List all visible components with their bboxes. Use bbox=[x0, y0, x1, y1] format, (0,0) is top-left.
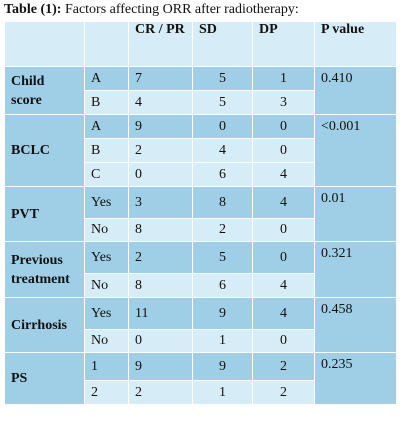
level-cell: 1 bbox=[84, 352, 129, 381]
dp-cell: 4 bbox=[252, 162, 315, 187]
level-cell: 2 bbox=[84, 380, 129, 405]
header-cell-p-value: P value bbox=[314, 21, 397, 67]
dp-cell: 1 bbox=[252, 66, 315, 91]
level-cell: B bbox=[84, 138, 129, 163]
factor-label: BCLC bbox=[4, 114, 85, 187]
table-caption: Table (1): Factors affecting ORR after r… bbox=[4, 1, 299, 19]
table-row: PS 1 9 9 2 0.235 bbox=[4, 352, 397, 405]
dp-cell: 4 bbox=[252, 297, 315, 330]
table-row: PVT Yes 3 8 4 0.01 bbox=[4, 186, 397, 242]
factor-label: Cirrhosis bbox=[4, 297, 85, 353]
factor-label: PVT bbox=[4, 186, 85, 242]
level-cell: C bbox=[84, 162, 129, 187]
results-table: CR / PR SD DP P value Child score A 7 5 1 0.4… bbox=[4, 21, 397, 405]
dp-cell: 0 bbox=[252, 138, 315, 163]
header-cell-sd: SD bbox=[192, 21, 253, 67]
cr-pr-cell: 9 bbox=[128, 114, 193, 139]
cr-pr-cell: 8 bbox=[128, 273, 193, 298]
p-value-cell: 0.235 bbox=[314, 352, 397, 405]
sd-cell: 6 bbox=[192, 162, 253, 187]
cr-pr-cell: 0 bbox=[128, 162, 193, 187]
dp-cell: 0 bbox=[252, 114, 315, 139]
sd-cell: 4 bbox=[192, 138, 253, 163]
p-value-cell: 0.321 bbox=[314, 241, 397, 298]
sd-cell: 2 bbox=[192, 218, 253, 242]
header-cell-dp: DP bbox=[252, 21, 315, 67]
dp-cell: 2 bbox=[252, 352, 315, 381]
cr-pr-cell: 3 bbox=[128, 186, 193, 219]
cr-pr-cell: 4 bbox=[128, 90, 193, 115]
dp-cell: 0 bbox=[252, 329, 315, 353]
cr-pr-cell: 0 bbox=[128, 329, 193, 353]
p-value-cell: 0.410 bbox=[314, 66, 397, 115]
cr-pr-cell: 2 bbox=[128, 380, 193, 405]
header-cell-cr-pr: CR / PR bbox=[128, 21, 193, 67]
sd-cell: 1 bbox=[192, 380, 253, 405]
cr-pr-cell: 8 bbox=[128, 218, 193, 242]
p-value-cell: <0.001 bbox=[314, 114, 397, 187]
header-row: CR / PR SD DP P value bbox=[4, 21, 397, 67]
level-cell: B bbox=[84, 90, 129, 115]
cr-pr-cell: 2 bbox=[128, 241, 193, 274]
dp-cell: 2 bbox=[252, 380, 315, 405]
table-row: No 8 6 4 bbox=[5, 273, 397, 298]
table-row: Cirrhosis Yes 11 9 4 0.458 bbox=[4, 297, 397, 353]
level-cell: No bbox=[84, 218, 129, 242]
sd-cell: 5 bbox=[192, 90, 253, 115]
caption-text: Factors affecting ORR after radiotherapy… bbox=[61, 2, 299, 17]
table-row: Previous treatment Yes 2 5 0 0.321 bbox=[4, 241, 397, 298]
level-cell: Yes bbox=[84, 241, 129, 274]
sd-cell: 5 bbox=[192, 66, 253, 91]
level-cell: A bbox=[84, 114, 129, 139]
sd-cell: 1 bbox=[192, 329, 253, 353]
factor-label: PS bbox=[4, 352, 85, 405]
cr-pr-cell: 11 bbox=[128, 297, 193, 330]
cr-pr-cell: 2 bbox=[128, 138, 193, 163]
sd-cell: 6 bbox=[192, 273, 253, 298]
header-cell-factor bbox=[4, 21, 85, 67]
sd-cell: 9 bbox=[192, 297, 253, 330]
level-cell: A bbox=[84, 66, 129, 91]
table-row: No 8 2 0 bbox=[5, 218, 397, 242]
cr-pr-cell: 7 bbox=[128, 66, 193, 91]
table-row: Child score A 7 5 1 0.410 bbox=[4, 66, 397, 115]
table-row: No 0 1 0 bbox=[5, 329, 397, 353]
sd-cell: 9 bbox=[192, 352, 253, 381]
table-row: BCLC A 9 0 0 <0.001 bbox=[4, 114, 397, 187]
dp-cell: 4 bbox=[252, 186, 315, 219]
caption-label: Table (1): bbox=[4, 2, 62, 17]
dp-cell: 0 bbox=[252, 241, 315, 274]
sd-cell: 0 bbox=[192, 114, 253, 139]
factor-label: Child score bbox=[4, 66, 85, 115]
p-value-cell: 0.458 bbox=[314, 297, 397, 353]
level-cell: No bbox=[84, 329, 129, 353]
level-cell: Yes bbox=[84, 186, 129, 219]
header-cell-level bbox=[84, 21, 129, 67]
dp-cell: 0 bbox=[252, 218, 315, 242]
cr-pr-cell: 9 bbox=[128, 352, 193, 381]
p-value-cell: 0.01 bbox=[314, 186, 397, 242]
sd-cell: 5 bbox=[192, 241, 253, 274]
dp-cell: 4 bbox=[252, 273, 315, 298]
level-cell: No bbox=[84, 273, 129, 298]
factor-label: Previous treatment bbox=[4, 241, 85, 298]
sd-cell: 8 bbox=[192, 186, 253, 219]
dp-cell: 3 bbox=[252, 90, 315, 115]
level-cell: Yes bbox=[84, 297, 129, 330]
